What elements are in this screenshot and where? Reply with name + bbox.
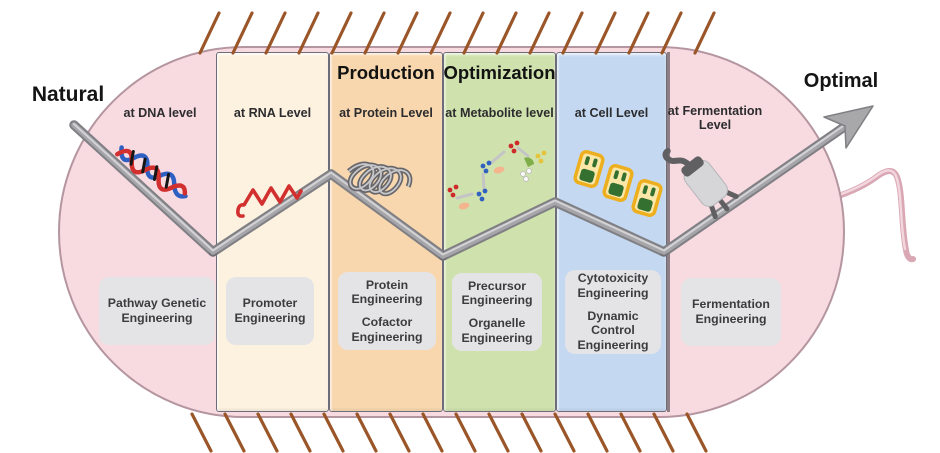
- panel-protein-level: [329, 52, 443, 412]
- arrowhead: [823, 105, 874, 149]
- protein-coil-icon: [346, 161, 413, 197]
- optimization-header: Optimization: [443, 62, 556, 83]
- bottom-hatch-support: [190, 412, 708, 453]
- fermentation-panel-divider: [667, 52, 670, 412]
- zigzag-progress-arrow: [69, 105, 874, 261]
- strategy-item: Promoter Engineering: [234, 296, 306, 325]
- strategy-box-fermentation: Fermentation Engineering: [681, 278, 781, 346]
- strategy-item: Cofactor Engineering: [351, 315, 423, 344]
- dna-double-helix-icon: [115, 145, 188, 199]
- rna-strand-icon: [236, 184, 303, 218]
- strategy-box-rna: Promoter Engineering: [226, 277, 314, 345]
- flagellum-tail-icon: [823, 168, 916, 263]
- metabolite-level-label: at Metabolite level: [445, 106, 554, 120]
- strategy-item: Cytotoxicity Engineering: [577, 271, 649, 300]
- strategy-item: Organelle Engineering: [461, 316, 533, 345]
- fermenter-tank-icon: [662, 147, 739, 220]
- natural-label: Natural: [31, 83, 105, 106]
- rna-level-label: at RNA Level: [233, 106, 312, 120]
- strategy-item: Fermentation Engineering: [692, 297, 770, 326]
- strategy-box-cell: Cytotoxicity Engineering Dynamic Control…: [565, 270, 661, 354]
- fermentation-level-label: at Fermentation Level: [667, 104, 763, 133]
- metabolic-pathway-icon: [447, 140, 547, 210]
- cell-level-label: at Cell Level: [574, 106, 649, 120]
- optimal-label: Optimal: [803, 70, 879, 92]
- strategy-box-dna: Pathway Genetic Engineering: [99, 277, 215, 345]
- strategy-box-metabolite: Precursor Engineering Organelle Engineer…: [452, 273, 542, 351]
- dna-level-label: at DNA level: [123, 106, 197, 120]
- cell-battery-icons: [573, 150, 663, 217]
- strategy-item: Pathway Genetic Engineering: [107, 296, 207, 325]
- top-hatch-support: [198, 11, 716, 55]
- production-header: Production: [337, 62, 435, 83]
- strategy-box-protein: Protein Engineering Cofactor Engineering: [338, 272, 436, 350]
- strategy-item: Dynamic Control Engineering: [577, 308, 649, 353]
- strategy-item: Precursor Engineering: [461, 278, 533, 308]
- protein-level-label: at Protein Level: [339, 106, 433, 120]
- strategy-item: Protein Engineering: [351, 277, 423, 307]
